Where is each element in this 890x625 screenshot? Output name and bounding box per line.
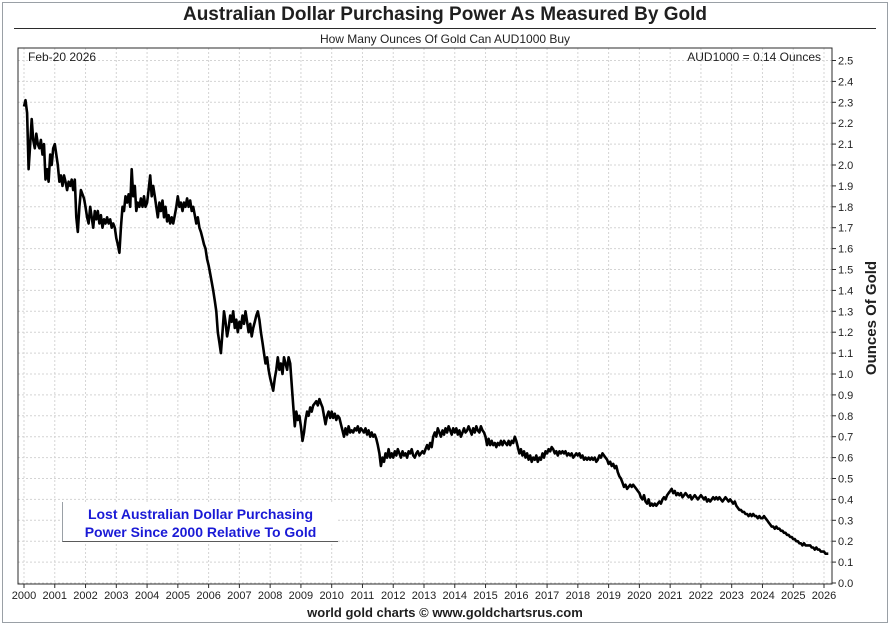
y-tick-label: 1.9 bbox=[838, 181, 853, 193]
y-tick-label: 0.8 bbox=[838, 411, 853, 423]
y-tick-label: 1.3 bbox=[838, 306, 853, 318]
x-tick-label: 2023 bbox=[719, 590, 743, 602]
x-tick-label: 2024 bbox=[750, 590, 774, 602]
y-tick-label: 1.0 bbox=[838, 369, 853, 381]
x-tick-label: 2000 bbox=[12, 590, 36, 602]
current-value-label: AUD1000 = 0.14 Ounces bbox=[687, 50, 821, 64]
x-tick-label: 2020 bbox=[627, 590, 651, 602]
x-tick-label: 2026 bbox=[812, 590, 836, 602]
x-tick-label: 2011 bbox=[351, 590, 375, 602]
y-axis-title: Ounces Of Gold bbox=[863, 261, 880, 375]
x-tick-label: 2007 bbox=[227, 590, 251, 602]
annotation-line-1: Lost Australian Dollar Purchasing bbox=[87, 506, 314, 522]
y-tick-label: 0.7 bbox=[838, 432, 853, 444]
y-tick-label: 0.6 bbox=[838, 453, 853, 465]
y-tick-label: 2.4 bbox=[838, 76, 853, 88]
y-tick-label: 0.5 bbox=[838, 474, 853, 486]
x-tick-label: 2010 bbox=[319, 590, 343, 602]
y-tick-label: 0.3 bbox=[838, 515, 853, 527]
y-tick-label: 2.1 bbox=[838, 139, 853, 151]
x-tick-label: 2001 bbox=[43, 590, 67, 602]
y-tick-label: 0.1 bbox=[838, 557, 853, 569]
y-tick-label: 2.3 bbox=[838, 97, 853, 109]
y-tick-label: 1.8 bbox=[838, 202, 853, 214]
x-axis-ticks: 2000 2001 2002 2003 2004 2005 2006 2007 2008 2009… bbox=[12, 584, 836, 602]
x-tick-label: 2004 bbox=[135, 590, 159, 602]
chart-subtitle: How Many Ounces Of Gold Can AUD1000 Buy bbox=[319, 32, 571, 46]
footer-credit: world gold charts © www.goldchartsrus.co… bbox=[307, 605, 583, 620]
y-tick-label: 0.9 bbox=[838, 390, 853, 402]
y-tick-label: 2.0 bbox=[838, 160, 853, 172]
x-tick-label: 2005 bbox=[166, 590, 190, 602]
x-tick-label: 2017 bbox=[535, 590, 559, 602]
y-tick-label: 0.0 bbox=[838, 578, 853, 590]
x-tick-label: 2018 bbox=[566, 590, 590, 602]
x-tick-label: 2025 bbox=[781, 590, 805, 602]
y-tick-label: 2.2 bbox=[838, 118, 853, 130]
x-tick-label: 2009 bbox=[289, 590, 313, 602]
grid-lines bbox=[18, 48, 832, 584]
chart-title: Australian Dollar Purchasing Power As Me… bbox=[182, 4, 708, 25]
y-tick-label: 1.1 bbox=[838, 348, 853, 360]
y-tick-label: 0.4 bbox=[838, 494, 853, 506]
y-tick-label: 1.5 bbox=[838, 265, 853, 277]
title-divider bbox=[14, 28, 876, 29]
y-tick-label: 1.6 bbox=[838, 244, 853, 256]
x-tick-label: 2016 bbox=[504, 590, 528, 602]
x-tick-label: 2002 bbox=[73, 590, 97, 602]
y-axis-ticks: 0.0 0.1 0.2 0.3 0.4 0.5 0.6 0.7 0.8 0.9 1.0 1.1 1.2 1… bbox=[832, 56, 853, 590]
x-tick-label: 2015 bbox=[473, 590, 497, 602]
annotation-line-2: Power Since 2000 Relative To Gold bbox=[84, 524, 317, 540]
y-tick-label: 0.2 bbox=[838, 536, 853, 548]
x-tick-label: 2012 bbox=[381, 590, 405, 602]
y-tick-label: 1.2 bbox=[838, 327, 853, 339]
y-tick-label: 1.7 bbox=[838, 223, 853, 235]
x-tick-label: 2006 bbox=[196, 590, 220, 602]
x-tick-label: 2021 bbox=[658, 590, 682, 602]
y-tick-label: 1.4 bbox=[838, 285, 853, 297]
x-tick-label: 2014 bbox=[443, 590, 467, 602]
x-tick-label: 2013 bbox=[412, 590, 436, 602]
plot-area-border bbox=[17, 47, 833, 585]
series-line bbox=[22, 98, 829, 555]
x-tick-label: 2019 bbox=[596, 590, 620, 602]
y-tick-label: 2.5 bbox=[838, 56, 853, 68]
annotation-box: Lost Australian Dollar Purchasing Power … bbox=[62, 502, 338, 542]
x-tick-label: 2003 bbox=[104, 590, 128, 602]
x-tick-label: 2008 bbox=[258, 590, 282, 602]
x-tick-label: 2022 bbox=[689, 590, 713, 602]
date-label: Feb-20 2026 bbox=[28, 50, 96, 64]
